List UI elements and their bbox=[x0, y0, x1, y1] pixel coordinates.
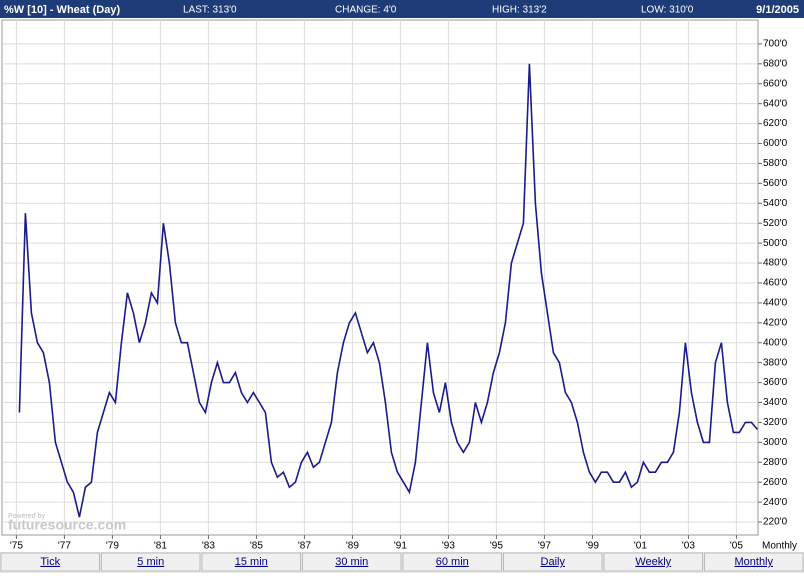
toolbar-button[interactable] bbox=[101, 552, 201, 572]
header: %W [10] - Wheat (Day) LAST: 313'0 CHANGE… bbox=[0, 0, 804, 18]
y-tick-label: 680'0 bbox=[763, 58, 788, 69]
x-tick-label: '83 bbox=[202, 541, 215, 552]
header-bar bbox=[0, 0, 804, 18]
watermark-brand: futuresource.com bbox=[8, 517, 126, 533]
y-tick-label: 700'0 bbox=[763, 39, 788, 50]
toolbar-button[interactable] bbox=[402, 552, 502, 572]
y-tick-label: 480'0 bbox=[763, 258, 788, 269]
x-tick-label: '75 bbox=[10, 541, 23, 552]
x-tick-label: '81 bbox=[154, 541, 167, 552]
y-tick-label: 620'0 bbox=[763, 118, 788, 129]
y-tick-label: 300'0 bbox=[763, 437, 788, 448]
toolbar-button-label[interactable]: 30 min bbox=[335, 556, 368, 568]
y-tick-label: 640'0 bbox=[763, 98, 788, 109]
x-tick-label: '77 bbox=[58, 541, 71, 552]
y-tick-label: 240'0 bbox=[763, 497, 788, 508]
change: CHANGE: 4'0 bbox=[335, 5, 397, 16]
y-tick-label: 320'0 bbox=[763, 417, 788, 428]
symbol: %W [10] - Wheat (Day) bbox=[4, 4, 120, 16]
y-tick-label: 380'0 bbox=[763, 357, 788, 368]
toolbar-button-label[interactable]: 15 min bbox=[235, 556, 268, 568]
y-tick-label: 400'0 bbox=[763, 337, 788, 348]
x-tick-label: '03 bbox=[682, 541, 695, 552]
toolbar-button-label[interactable]: Daily bbox=[541, 556, 566, 568]
y-tick-label: 660'0 bbox=[763, 78, 788, 89]
toolbar-button-label[interactable]: Tick bbox=[40, 556, 60, 568]
y-tick-label: 500'0 bbox=[763, 238, 788, 249]
y-tick-label: 280'0 bbox=[763, 457, 788, 468]
x-tick-label: '79 bbox=[106, 541, 119, 552]
x-tick-label: '93 bbox=[442, 541, 455, 552]
low: LOW: 310'0 bbox=[641, 5, 694, 16]
toolbar-button-label[interactable]: 60 min bbox=[436, 556, 469, 568]
toolbar-button[interactable] bbox=[603, 552, 703, 572]
toolbar-button[interactable] bbox=[0, 552, 100, 572]
plot bbox=[18, 63, 759, 518]
toolbar-button-label[interactable]: Monthly bbox=[734, 556, 773, 568]
y-tick-label: 340'0 bbox=[763, 397, 788, 408]
y-tick-label: 420'0 bbox=[763, 317, 788, 328]
x-tick-label: '97 bbox=[538, 541, 551, 552]
price-line bbox=[18, 63, 759, 518]
x-tick-label: '05 bbox=[730, 541, 743, 552]
x-tick-label: '85 bbox=[250, 541, 263, 552]
y-tick-label: 360'0 bbox=[763, 377, 788, 388]
last: LAST: 313'0 bbox=[183, 5, 237, 16]
plot-frame bbox=[1, 19, 759, 536]
period-label: Monthly bbox=[762, 541, 797, 552]
watermark-powered: Powered by bbox=[8, 513, 45, 520]
x-tick-label: '91 bbox=[394, 541, 407, 552]
y-tick-label: 440'0 bbox=[763, 298, 788, 309]
y-tick-label: 260'0 bbox=[763, 477, 788, 488]
grid: 220'0 240'0 260'0 280'0 300'0 320'0 340'0 360'0… bbox=[2, 20, 788, 552]
toolbar-button[interactable] bbox=[704, 552, 804, 572]
toolbar-button-label[interactable]: Weekly bbox=[635, 556, 671, 568]
x-tick-label: '01 bbox=[634, 541, 647, 552]
x-tick-label: '89 bbox=[346, 541, 359, 552]
toolbar bbox=[0, 552, 804, 573]
toolbar-button[interactable] bbox=[503, 552, 603, 572]
y-tick-label: 460'0 bbox=[763, 278, 788, 289]
y-tick-label: 560'0 bbox=[763, 178, 788, 189]
date: 9/1/2005 bbox=[756, 4, 799, 16]
toolbar-button[interactable] bbox=[201, 552, 301, 572]
x-tick-label: '87 bbox=[298, 541, 311, 552]
toolbar-buttons: Tick 5 min 15 min 30 min 60 min Daily Weekly Mo… bbox=[0, 552, 804, 572]
y-tick-label: 520'0 bbox=[763, 218, 788, 229]
x-tick-label: '95 bbox=[490, 541, 503, 552]
y-tick-label: 600'0 bbox=[763, 138, 788, 149]
x-tick-label: '99 bbox=[586, 541, 599, 552]
y-tick-label: 580'0 bbox=[763, 158, 788, 169]
toolbar-button[interactable] bbox=[302, 552, 402, 572]
y-tick-label: 220'0 bbox=[763, 517, 788, 528]
y-tick-label: 540'0 bbox=[763, 198, 788, 209]
toolbar-button-label[interactable]: 5 min bbox=[137, 556, 164, 568]
high: HIGH: 313'2 bbox=[492, 5, 547, 16]
